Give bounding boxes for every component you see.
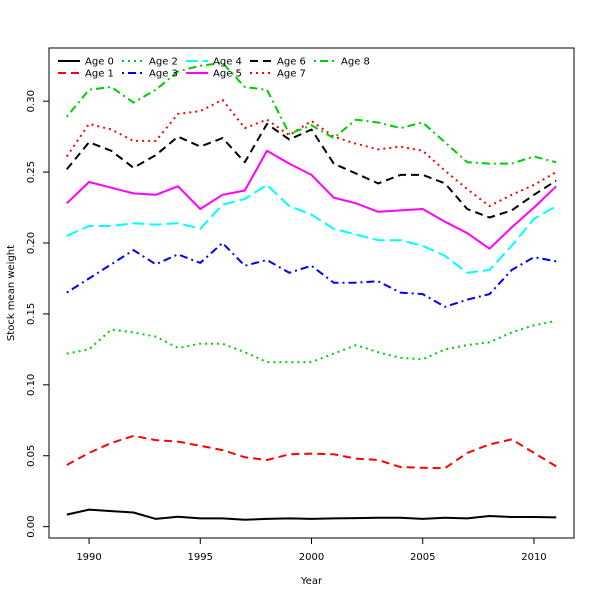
x-tick-label: 2000 [299,552,324,563]
series-line-age-5 [66,149,557,250]
x-tick-label: 2005 [410,552,435,563]
x-axis-title: Year [300,576,323,587]
y-tick-label: 0.20 [26,232,37,254]
series-line-age-8 [66,61,557,165]
legend-label: Age 0 [85,57,114,68]
legend-label: Age 2 [149,57,178,68]
y-tick-label: 0.10 [26,374,37,396]
legend-label: Age 3 [149,69,178,80]
x-tick-label: 2010 [521,552,546,563]
y-tick-label: 0.15 [26,303,37,325]
x-axis: 1990 1995 2000 2005 2010 [76,538,547,563]
series-line-age-3 [66,242,557,308]
series-lines [65,61,557,521]
x-tick-label: 1990 [76,552,101,563]
y-axis-title: Stock mean weight [6,245,17,341]
legend-label: Age 4 [213,57,242,68]
series-line-age-6 [66,122,557,219]
y-tick-label: 0.05 [26,445,37,467]
legend-label: Age 5 [213,69,242,80]
y-tick-label: 0.25 [26,161,37,183]
legend-label: Age 7 [277,69,306,80]
y-axis: 0.00 0.05 0.10 0.15 0.20 0.25 0.30 [26,90,49,538]
series-line-age-0 [66,508,557,521]
x-tick-label: 1995 [188,552,213,563]
legend-label: Age 6 [277,57,306,68]
series-line-age-4 [66,183,557,274]
legend-label: Age 1 [85,69,114,80]
legend-label: Age 8 [341,57,370,68]
series-line-age-7 [65,98,557,208]
plot-area [48,47,575,539]
y-tick-label: 0.00 [26,516,37,538]
y-tick-label: 0.30 [26,90,37,112]
series-line-age-1 [66,434,557,470]
